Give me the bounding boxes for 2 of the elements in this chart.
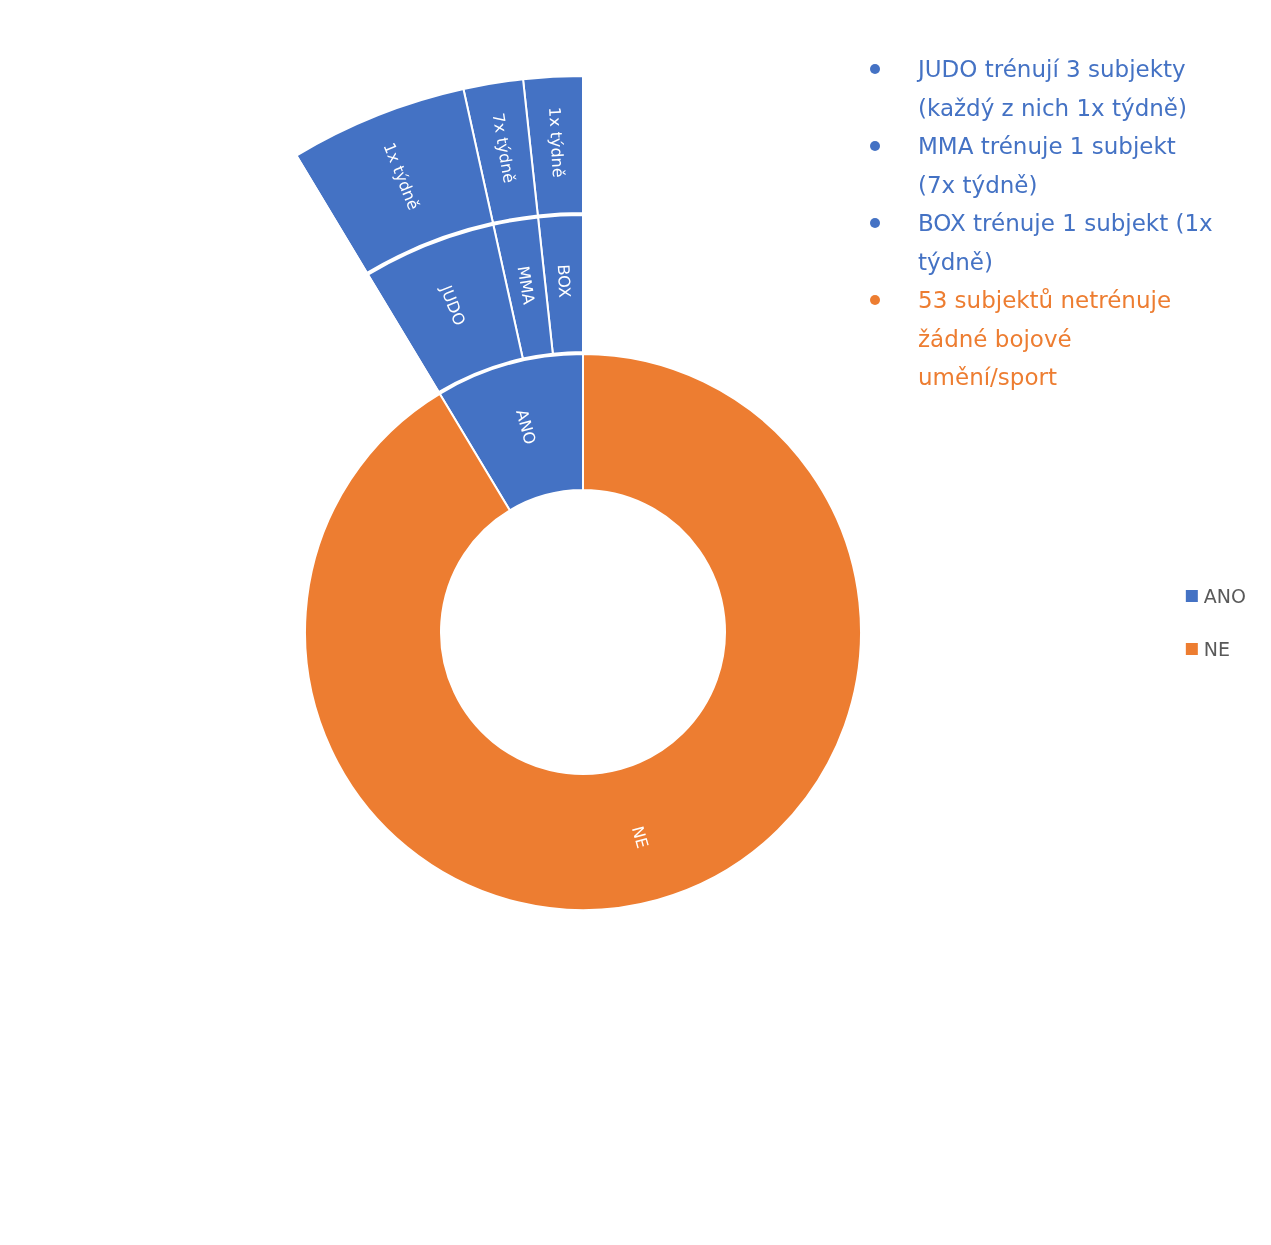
legend-label: NE	[1203, 638, 1231, 660]
legend-label: ANO	[1203, 585, 1247, 607]
